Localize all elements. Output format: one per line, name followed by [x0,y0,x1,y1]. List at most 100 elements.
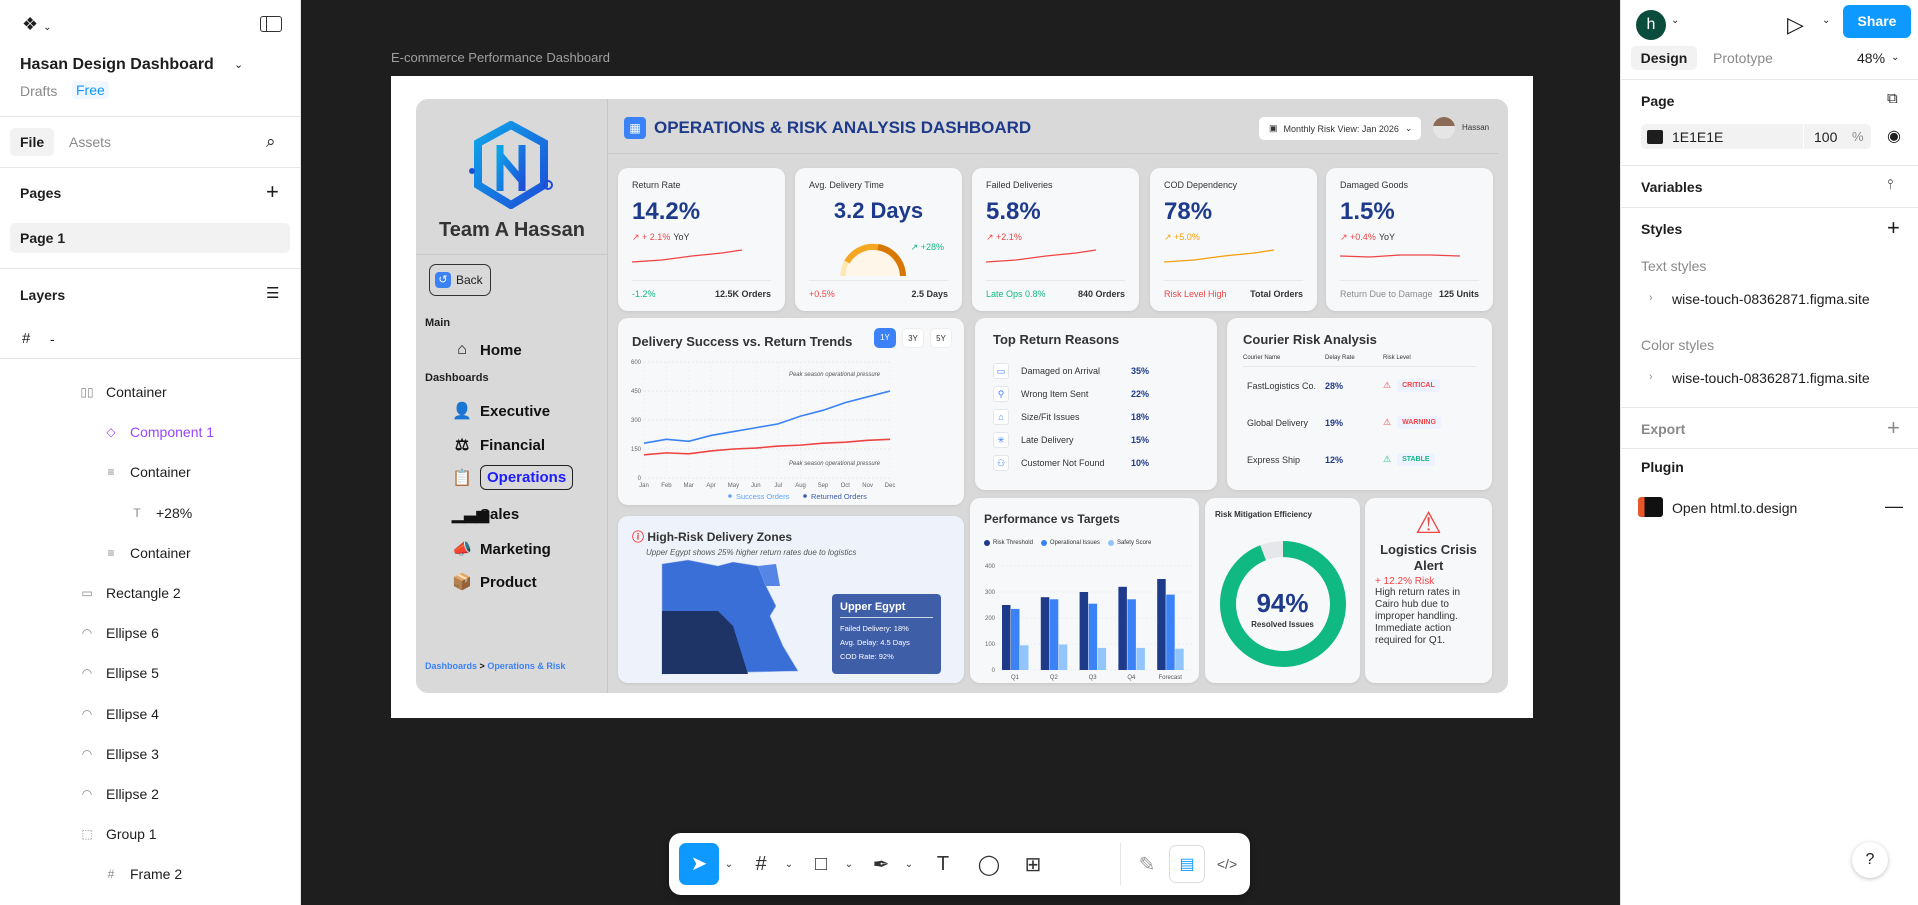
bar-operational-issues[interactable] [1049,599,1059,670]
user-avatar[interactable]: h [1636,10,1666,40]
share-button[interactable]: Share [1843,5,1911,38]
help-button[interactable]: ? [1852,842,1888,878]
nav-operations[interactable]: 📋 Operations [452,465,574,490]
move-tool-icon[interactable]: ➤ [679,843,719,885]
eye-icon[interactable]: ◉ [1887,128,1901,145]
chevron-down-icon[interactable]: ⌄ [784,858,794,870]
bar-safety-score[interactable] [1175,648,1184,670]
add-page-icon[interactable]: + [266,179,279,204]
pen-tool-icon[interactable]: ✒ [872,853,890,876]
page-color-field[interactable]: 1E1E1E 100 % [1641,124,1871,149]
bar-risk-threshold[interactable] [1157,579,1166,670]
user-avatar[interactable] [1433,117,1455,139]
nav-marketing[interactable]: 📣 Marketing [452,539,551,559]
text-tool-icon[interactable]: T [936,852,950,875]
plugin-item[interactable]: Open html.to.design [1672,500,1798,516]
bar-operational-issues[interactable] [1127,599,1136,670]
legend-item[interactable]: Safety Score [1107,540,1151,546]
layer-item[interactable]: ≡ Container [104,545,190,561]
range-button-3y[interactable]: 3Y [902,328,924,348]
date-filter-dropdown[interactable]: ▣ Monthly Risk View: Jan 2026 ⌄ [1259,117,1421,140]
bar-operational-issues[interactable] [1011,608,1020,670]
bar-risk-threshold[interactable] [1040,597,1050,670]
drafts-label[interactable]: Drafts [20,83,58,99]
color-swatch[interactable] [1647,130,1663,144]
add-style-icon[interactable]: + [1887,215,1900,240]
actions-tool-icon[interactable]: ⊞ [1024,853,1042,876]
layer-item[interactable]: ◠ Ellipse 6 [80,625,159,641]
bar-safety-score[interactable] [1097,647,1107,670]
nav-product[interactable]: 📦 Product [452,572,537,592]
chevron-down-icon[interactable]: ⌄ [844,858,854,870]
layer-item[interactable]: ▭ Rectangle 2 [80,585,180,601]
chevron-down-icon[interactable]: ⌄ [724,858,734,870]
bar-safety-score[interactable] [1058,644,1068,670]
variables-icon[interactable]: ⫯ [1887,176,1894,192]
toggle-sidebar-icon[interactable] [260,16,282,32]
root-layer[interactable]: - [50,331,55,347]
comment-tool-icon[interactable]: ◯ [977,853,1001,876]
chevron-right-icon[interactable]: › [1649,371,1653,383]
layer-item[interactable]: ≡ Container [104,464,190,480]
collapse-layers-icon[interactable]: ☰ [266,285,280,302]
egypt-map[interactable] [658,556,818,681]
frame-label[interactable]: E-commerce Performance Dashboard [391,50,610,65]
color-style-item[interactable]: wise-touch-08362871.figma.site [1672,370,1870,386]
bar-risk-threshold[interactable] [1118,586,1127,670]
frame-tool-icon[interactable]: # [755,852,767,875]
layer-item[interactable]: ▯▯ Container [80,384,166,400]
nav-executive[interactable]: 👤 Executive [452,401,550,421]
page-opacity[interactable]: 100 [1814,129,1838,145]
figma-menu-icon[interactable]: ❖ ⌄ [22,14,52,34]
nav-sales[interactable]: ▁▃▅ Sales [452,504,519,524]
layer-item[interactable]: # Frame 2 [104,866,182,882]
layer-item[interactable]: ◠ Ellipse 2 [80,786,159,802]
collapse-icon[interactable]: — [1885,496,1903,516]
chevron-down-icon[interactable]: ⌄ [904,858,914,870]
legend-item[interactable]: Operational Issues [1040,540,1100,546]
nav-financial[interactable]: ⚖ Financial [452,435,545,455]
bar-safety-score[interactable] [1136,647,1145,670]
chevron-down-icon[interactable]: ⌄ [1891,52,1900,63]
design-mode-icon[interactable]: ▤ [1169,845,1205,883]
bar-operational-issues[interactable] [1166,594,1175,670]
page-item[interactable]: Page 1 [10,223,290,253]
chevron-down-icon[interactable]: ⌄ [1671,15,1680,26]
bar-risk-threshold[interactable] [1002,605,1011,670]
page-color-hex[interactable]: 1E1E1E [1672,129,1724,145]
file-name[interactable]: Hasan Design Dashboard [20,56,214,73]
layer-item[interactable]: ◇ Component 1 [104,424,214,440]
tab-design[interactable]: Design [1631,46,1697,70]
nav-home[interactable]: ⌂ Home [452,341,522,359]
range-button-1y[interactable]: 1Y [874,328,896,348]
dev-mode-icon[interactable]: </> [1216,856,1238,872]
tab-file[interactable]: File [10,128,55,156]
chevron-down-icon[interactable]: ⌄ [234,59,244,71]
layer-item[interactable]: T +28% [130,505,192,521]
layer-item[interactable]: ◠ Ellipse 5 [80,665,159,681]
tab-prototype[interactable]: Prototype [1713,50,1773,66]
add-export-icon[interactable]: + [1887,415,1900,440]
search-icon[interactable]: ⌕ [266,132,276,151]
zoom-level[interactable]: 48% [1857,50,1886,66]
text-style-item[interactable]: wise-touch-08362871.figma.site [1672,291,1870,307]
chevron-down-icon[interactable]: ⌄ [1822,15,1831,26]
layer-item[interactable]: ◠ Ellipse 3 [80,746,159,762]
legend-item[interactable]: Success Orders [736,492,790,501]
breadcrumb-root[interactable]: Dashboards [425,661,478,671]
back-button[interactable]: ↺ Back [429,264,491,296]
legend-item[interactable]: Returned Orders [811,492,867,501]
rectangle-tool-icon[interactable]: □ [814,852,828,875]
range-button-5y[interactable]: 5Y [930,328,952,348]
layer-item[interactable]: ⬚ Group 1 [80,826,156,842]
legend-item[interactable]: Risk Threshold [984,540,1033,546]
tab-assets[interactable]: Assets [69,134,112,150]
bar-safety-score[interactable] [1020,645,1029,670]
page-settings-icon[interactable]: ⧉ [1887,90,1898,107]
play-icon[interactable]: ▷ [1787,12,1804,37]
chevron-right-icon[interactable]: › [1649,292,1653,304]
bar-risk-threshold[interactable] [1079,592,1089,670]
bar-operational-issues[interactable] [1088,603,1098,670]
draw-mode-icon[interactable]: ✎ [1138,853,1156,876]
layer-item[interactable]: ◠ Ellipse 4 [80,706,159,722]
